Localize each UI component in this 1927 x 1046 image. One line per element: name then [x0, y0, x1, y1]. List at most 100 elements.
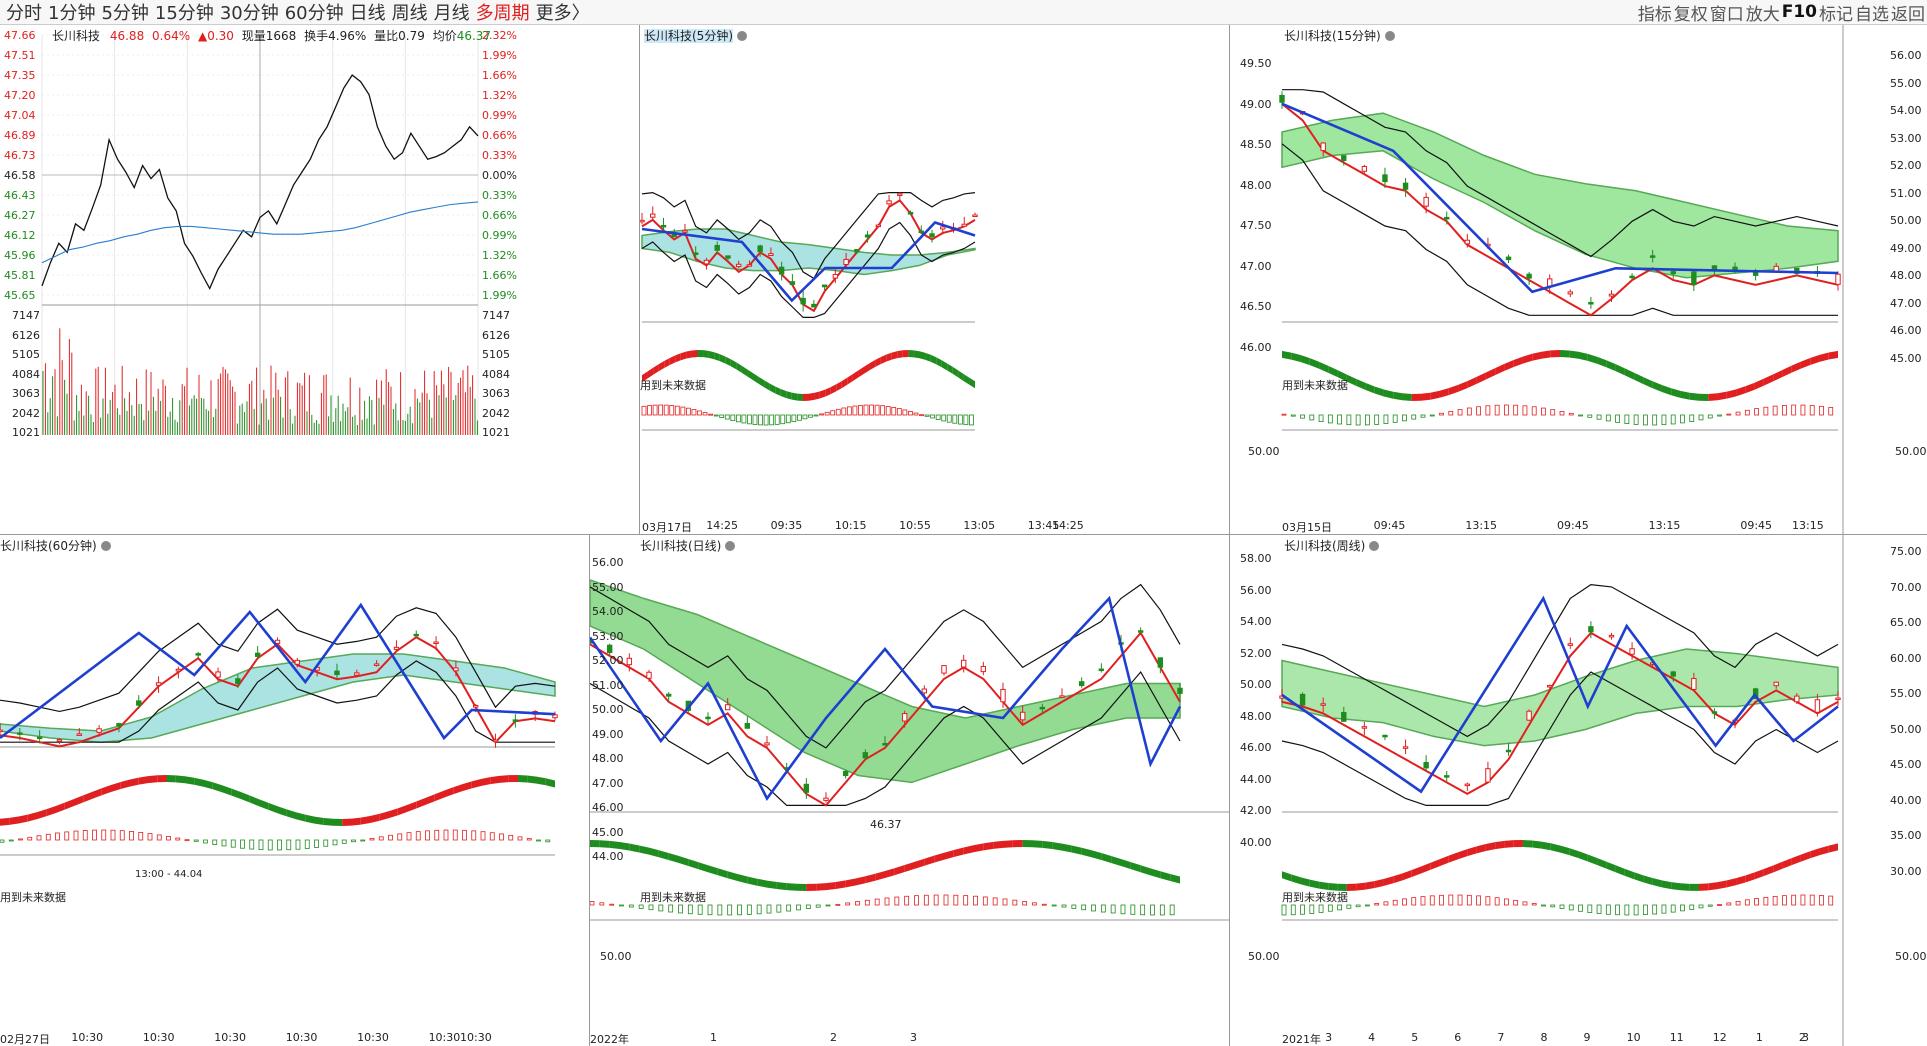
- zigzag-line: [0, 602, 556, 741]
- tool-adjust[interactable]: 复权: [1673, 4, 1708, 25]
- macd-bar: [628, 904, 634, 908]
- period-timeshare[interactable]: 分时: [6, 3, 42, 24]
- macd-bar: [668, 904, 674, 913]
- price-tick: 54.00: [592, 605, 624, 618]
- period-day[interactable]: 日线: [349, 3, 386, 24]
- indicator-wave-segment: [649, 847, 659, 858]
- period-30min[interactable]: 30分钟: [219, 3, 279, 24]
- date-label: 2021年: [1282, 1033, 1321, 1046]
- indicator-wave-segment: [249, 795, 259, 807]
- macd-bar: [902, 409, 908, 416]
- macd-bar: [727, 904, 733, 916]
- indicator-wave-segment: [599, 840, 610, 848]
- panel-15min[interactable]: 长川科技(15分钟) 用到未来数据 49.50 49.00 48.50 48.00 47…: [1230, 25, 1927, 535]
- tool-mark[interactable]: 标记: [1819, 4, 1853, 25]
- gear-icon[interactable]: [1384, 31, 1395, 41]
- macd-bar: [791, 414, 797, 423]
- indicator-tick-right: 50.00: [1895, 950, 1927, 963]
- macd-bar: [1763, 406, 1769, 416]
- indicator-wave-segment: [342, 818, 352, 826]
- indicator-wave-segment: [471, 778, 481, 789]
- period-multi[interactable]: 多周期: [475, 3, 530, 24]
- gear-icon[interactable]: [1369, 541, 1380, 551]
- timeshare-panel[interactable]: 长川科技 46.88 0.64% ▲0.30 现量1668 换手4.96% 量比…: [0, 25, 640, 535]
- candle-body: [864, 234, 871, 238]
- tool-indicator[interactable]: 指标: [1637, 4, 1672, 25]
- indicator-wave-segment: [780, 389, 787, 399]
- macd-bar: [1791, 894, 1797, 906]
- candle-body: [714, 244, 720, 251]
- gear-icon[interactable]: [100, 541, 111, 551]
- macd-bar: [1819, 405, 1824, 416]
- tool-window[interactable]: 窗口: [1709, 4, 1744, 25]
- indicator-wave-segment: [1615, 865, 1625, 876]
- panel-day[interactable]: 长川科技(日线) 用到未来数据 56.00 55.00 54.00 53.00 52.0…: [590, 535, 1230, 1046]
- indicator-wave-segment: [0, 817, 10, 826]
- indicator-wave-segment: [425, 794, 435, 805]
- gear-icon[interactable]: [737, 31, 747, 41]
- indicator-tick: 50.00: [600, 950, 632, 963]
- price-tick: 55.00: [1890, 76, 1922, 90]
- panel-week[interactable]: 长川科技(周线) 用到未来数据 58.00 56.00 54.00 52.00 50.0…: [1230, 535, 1927, 1046]
- indicator-wave-segment: [1800, 357, 1811, 369]
- candle-body: [1382, 734, 1388, 738]
- indicator-wave-segment: [64, 799, 74, 810]
- macd-bar: [1717, 414, 1722, 417]
- indicator-wave-segment: [737, 873, 748, 884]
- period-1min[interactable]: 1分钟: [48, 3, 96, 24]
- indicator-wave-segment: [1671, 882, 1681, 891]
- candle-body: [821, 284, 828, 288]
- indicator-wave-segment: [1458, 849, 1468, 860]
- indicator-wave-segment: [1003, 840, 1013, 848]
- indicator-wave-segment: [286, 809, 296, 820]
- pct-tick: 0.66%: [482, 209, 517, 222]
- indicator-wave-segment: [148, 775, 158, 784]
- candle-body: [705, 716, 711, 720]
- indicator-wave-segment: [808, 392, 815, 401]
- macd-bar: [880, 405, 886, 416]
- period-60min[interactable]: 60分钟: [284, 3, 344, 24]
- indicator-wave-segment: [388, 808, 398, 819]
- bollinger-upper: [590, 583, 1181, 749]
- period-week[interactable]: 周线: [391, 3, 428, 24]
- macd-bar: [147, 833, 153, 841]
- indicator-wave-segment: [1022, 840, 1033, 848]
- period-15min[interactable]: 15分钟: [154, 3, 214, 24]
- macd-bar: [249, 839, 255, 850]
- candle-body: [1157, 657, 1164, 668]
- tool-back[interactable]: 返回: [1891, 4, 1925, 25]
- tool-zoom[interactable]: 放大: [1745, 4, 1780, 25]
- indicator-wave-segment: [101, 785, 111, 796]
- panel-60min[interactable]: 长川科技(60分钟) 用到未来数据 13:00 - 44.04 02月27日 10…: [0, 535, 590, 1046]
- candle-body: [918, 230, 924, 234]
- indicator-wave-segment: [1160, 871, 1171, 882]
- macd-bar: [1559, 904, 1565, 909]
- pct-tick: 1.99%: [482, 49, 517, 62]
- indicator-wave-segment: [120, 779, 130, 790]
- period-more[interactable]: 更多〉: [535, 3, 590, 24]
- indicator-wave-segment: [855, 876, 866, 886]
- macd-bar: [785, 414, 791, 424]
- period-month[interactable]: 月线: [433, 3, 470, 24]
- indicator-wave-segment: [1439, 388, 1449, 398]
- indicator-wave-segment: [819, 389, 826, 399]
- indicator-wave-segment: [1541, 350, 1551, 359]
- panel-5min[interactable]: 长川科技(5分钟) 用到未来数据 03月17日 14:25 09:35 10:15 10…: [640, 25, 1230, 535]
- zigzag-line: [1281, 102, 1839, 294]
- period-5min[interactable]: 5分钟: [101, 3, 149, 24]
- macd-bar: [1735, 900, 1741, 906]
- candle-body: [433, 641, 439, 645]
- macd-bar: [648, 904, 654, 911]
- indicator-wave-segment: [1485, 842, 1496, 851]
- tool-watchlist[interactable]: 自选: [1855, 4, 1889, 25]
- macd-bar: [1110, 904, 1116, 914]
- tool-f10[interactable]: F10: [1781, 2, 1817, 22]
- macd-bar: [1596, 904, 1602, 914]
- macd-bar: [885, 406, 891, 416]
- candle-body: [921, 688, 928, 694]
- indicator-wave-segment: [1458, 381, 1468, 392]
- price-tick: 56.00: [592, 556, 624, 569]
- indicator-wave-segment: [55, 802, 65, 814]
- candle-body: [1402, 182, 1409, 190]
- gear-icon[interactable]: [725, 541, 736, 551]
